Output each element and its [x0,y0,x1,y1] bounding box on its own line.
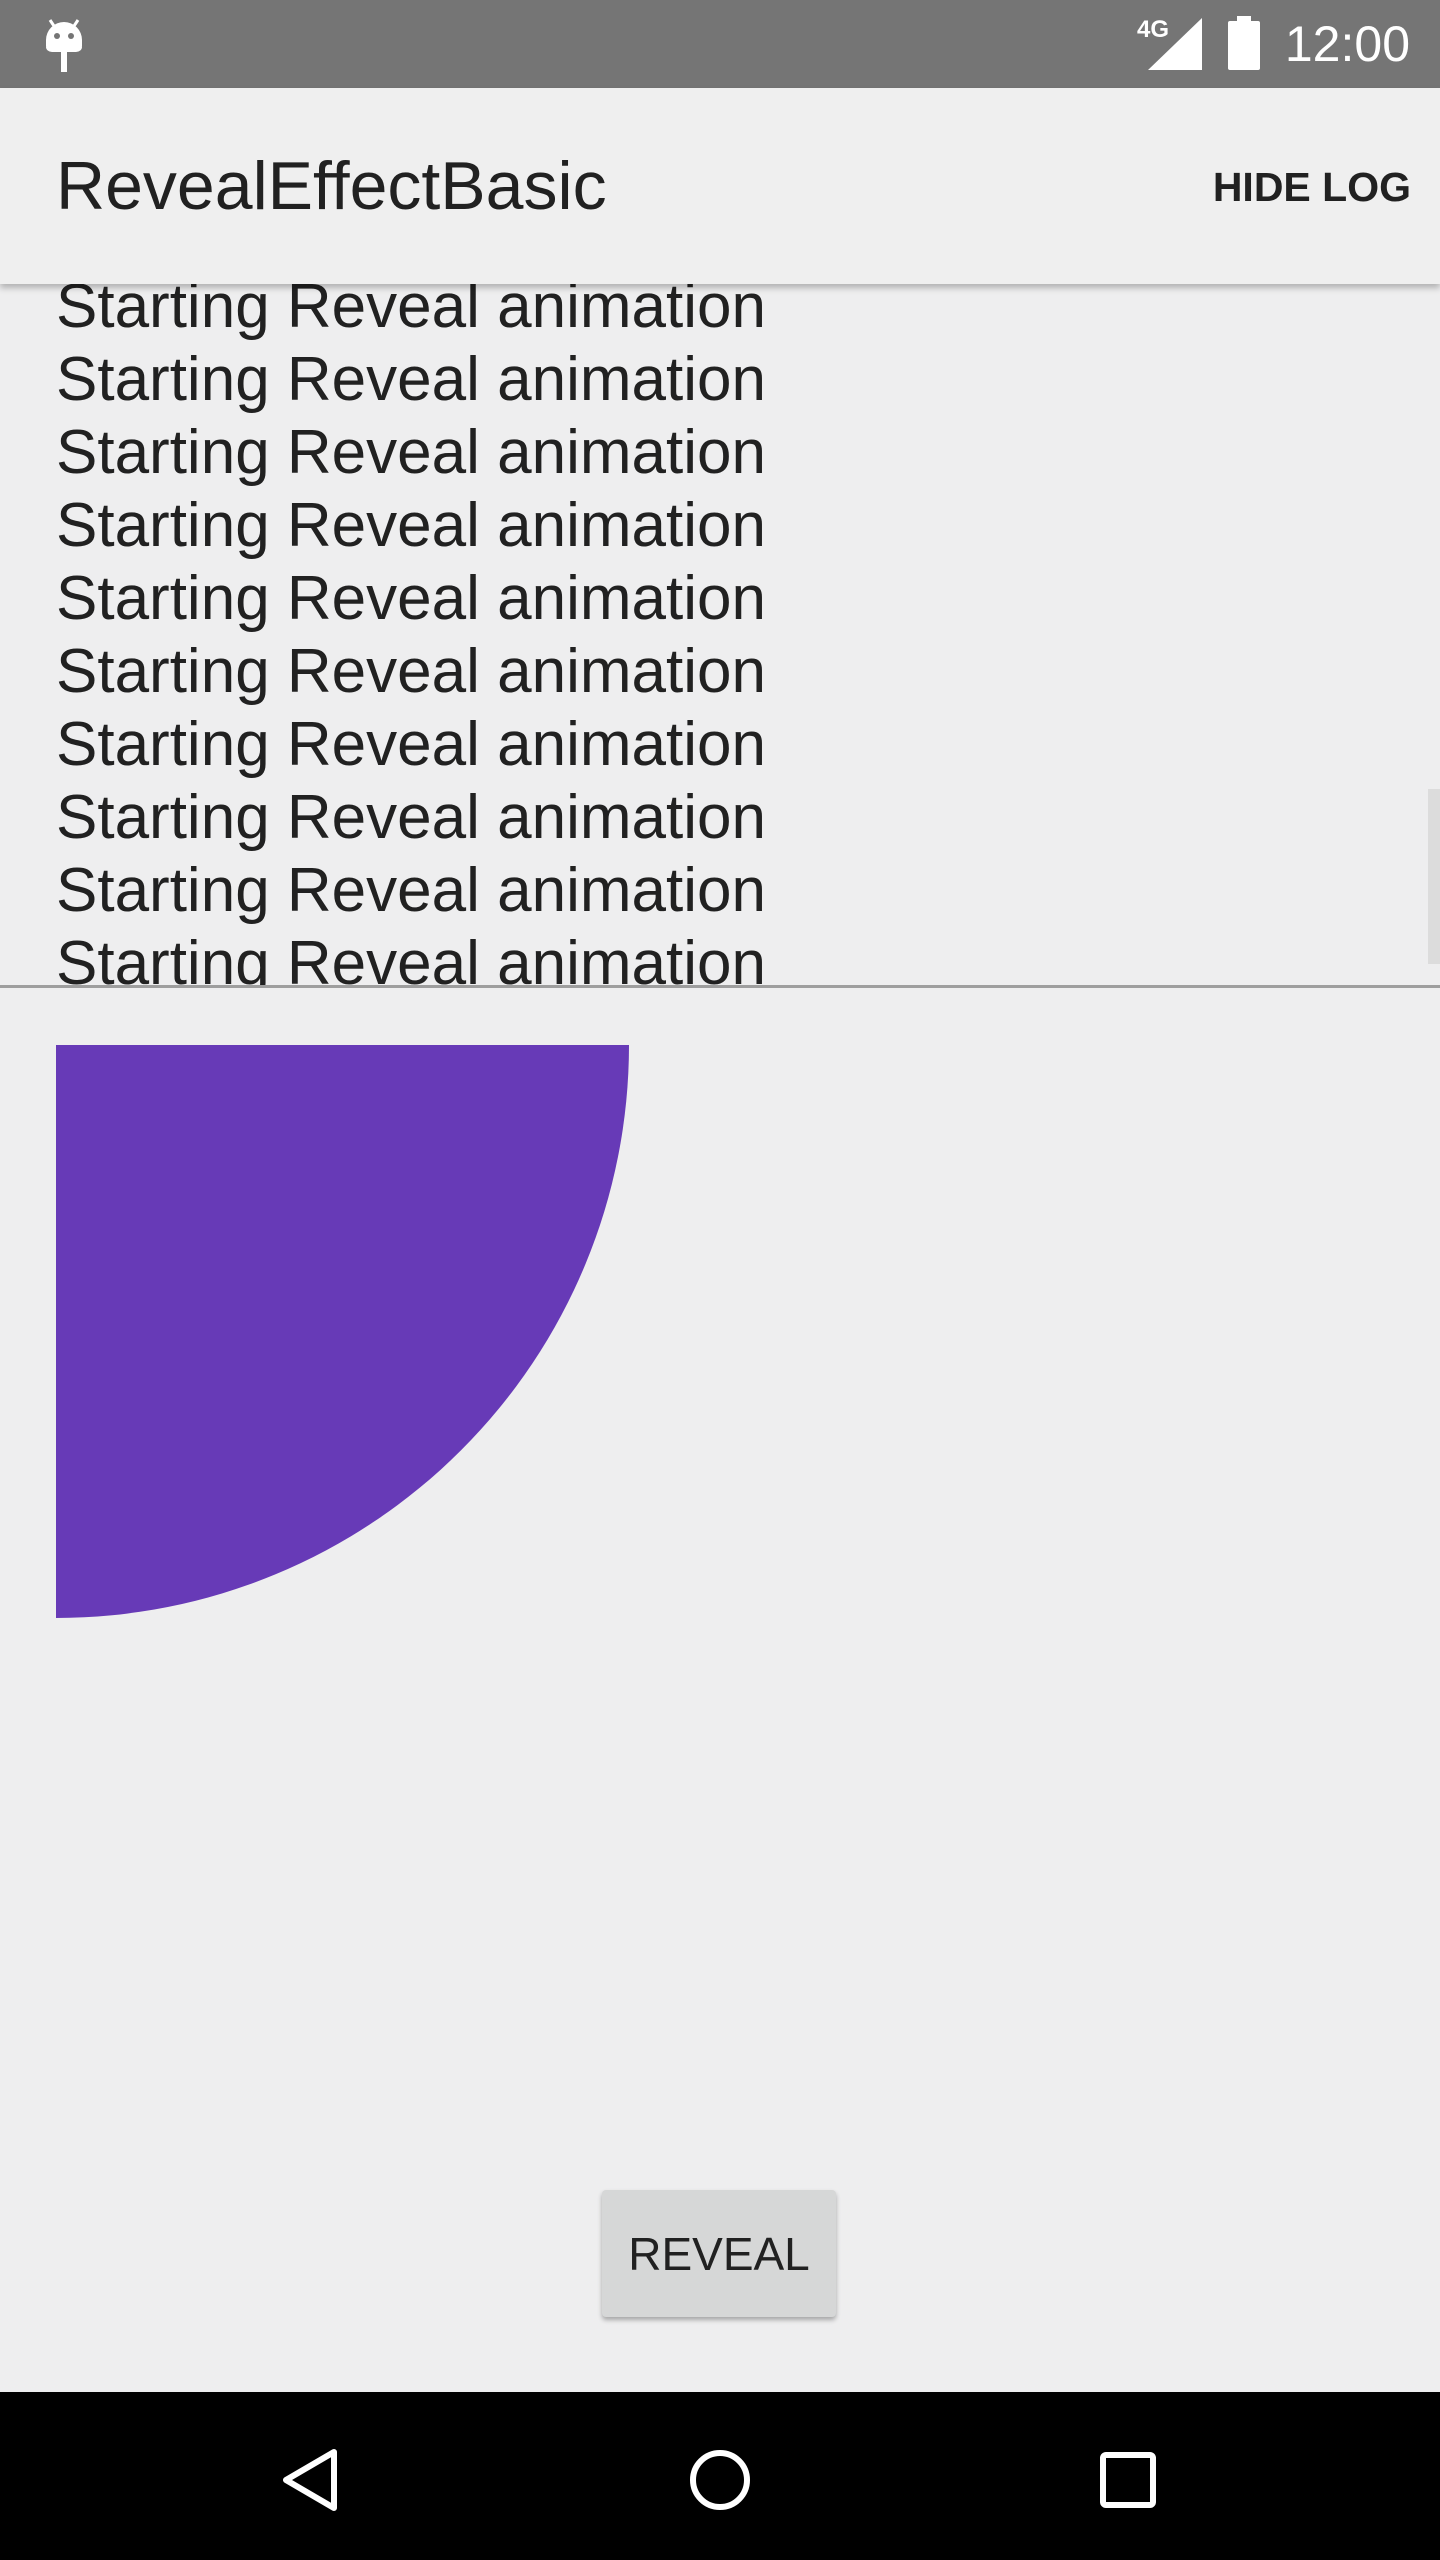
clock: 12:00 [1284,16,1410,72]
hide-log-button[interactable]: HIDE LOG [1212,164,1411,210]
log-view: Starting Reveal animation Starting Reveal… [0,284,1440,986]
status-bar: 4G 12:00 [0,0,1440,88]
battery-icon [1228,16,1260,70]
log-line: Starting Reveal animation [56,637,766,706]
log-line: Starting Reveal animation [56,783,766,852]
log-line: Starting Reveal animation [56,491,766,560]
navigation-bar [0,2392,1440,2560]
log-line: Starting Reveal animation [56,284,766,341]
divider [0,985,1440,988]
log-line: Starting Reveal animation [56,929,766,986]
signal-icon [1148,18,1202,70]
log-line: Starting Reveal animation [56,418,766,487]
back-button[interactable] [280,2448,344,2512]
log-line: Starting Reveal animation [56,345,766,414]
recents-button[interactable] [1096,2448,1160,2512]
log-line: Starting Reveal animation [56,564,766,633]
reveal-button[interactable]: REVEAL [602,2190,836,2317]
app-title: RevealEffectBasic [56,148,607,224]
reveal-shape [56,1045,629,1618]
scrollbar [1428,789,1440,964]
android-icon [46,19,82,72]
log-line: Starting Reveal animation [56,856,766,925]
network-type: 4G [1137,16,1170,43]
log-line: Starting Reveal animation [56,710,766,779]
app-bar: RevealEffectBasic HIDE LOG [0,88,1440,284]
home-button[interactable] [688,2448,752,2512]
